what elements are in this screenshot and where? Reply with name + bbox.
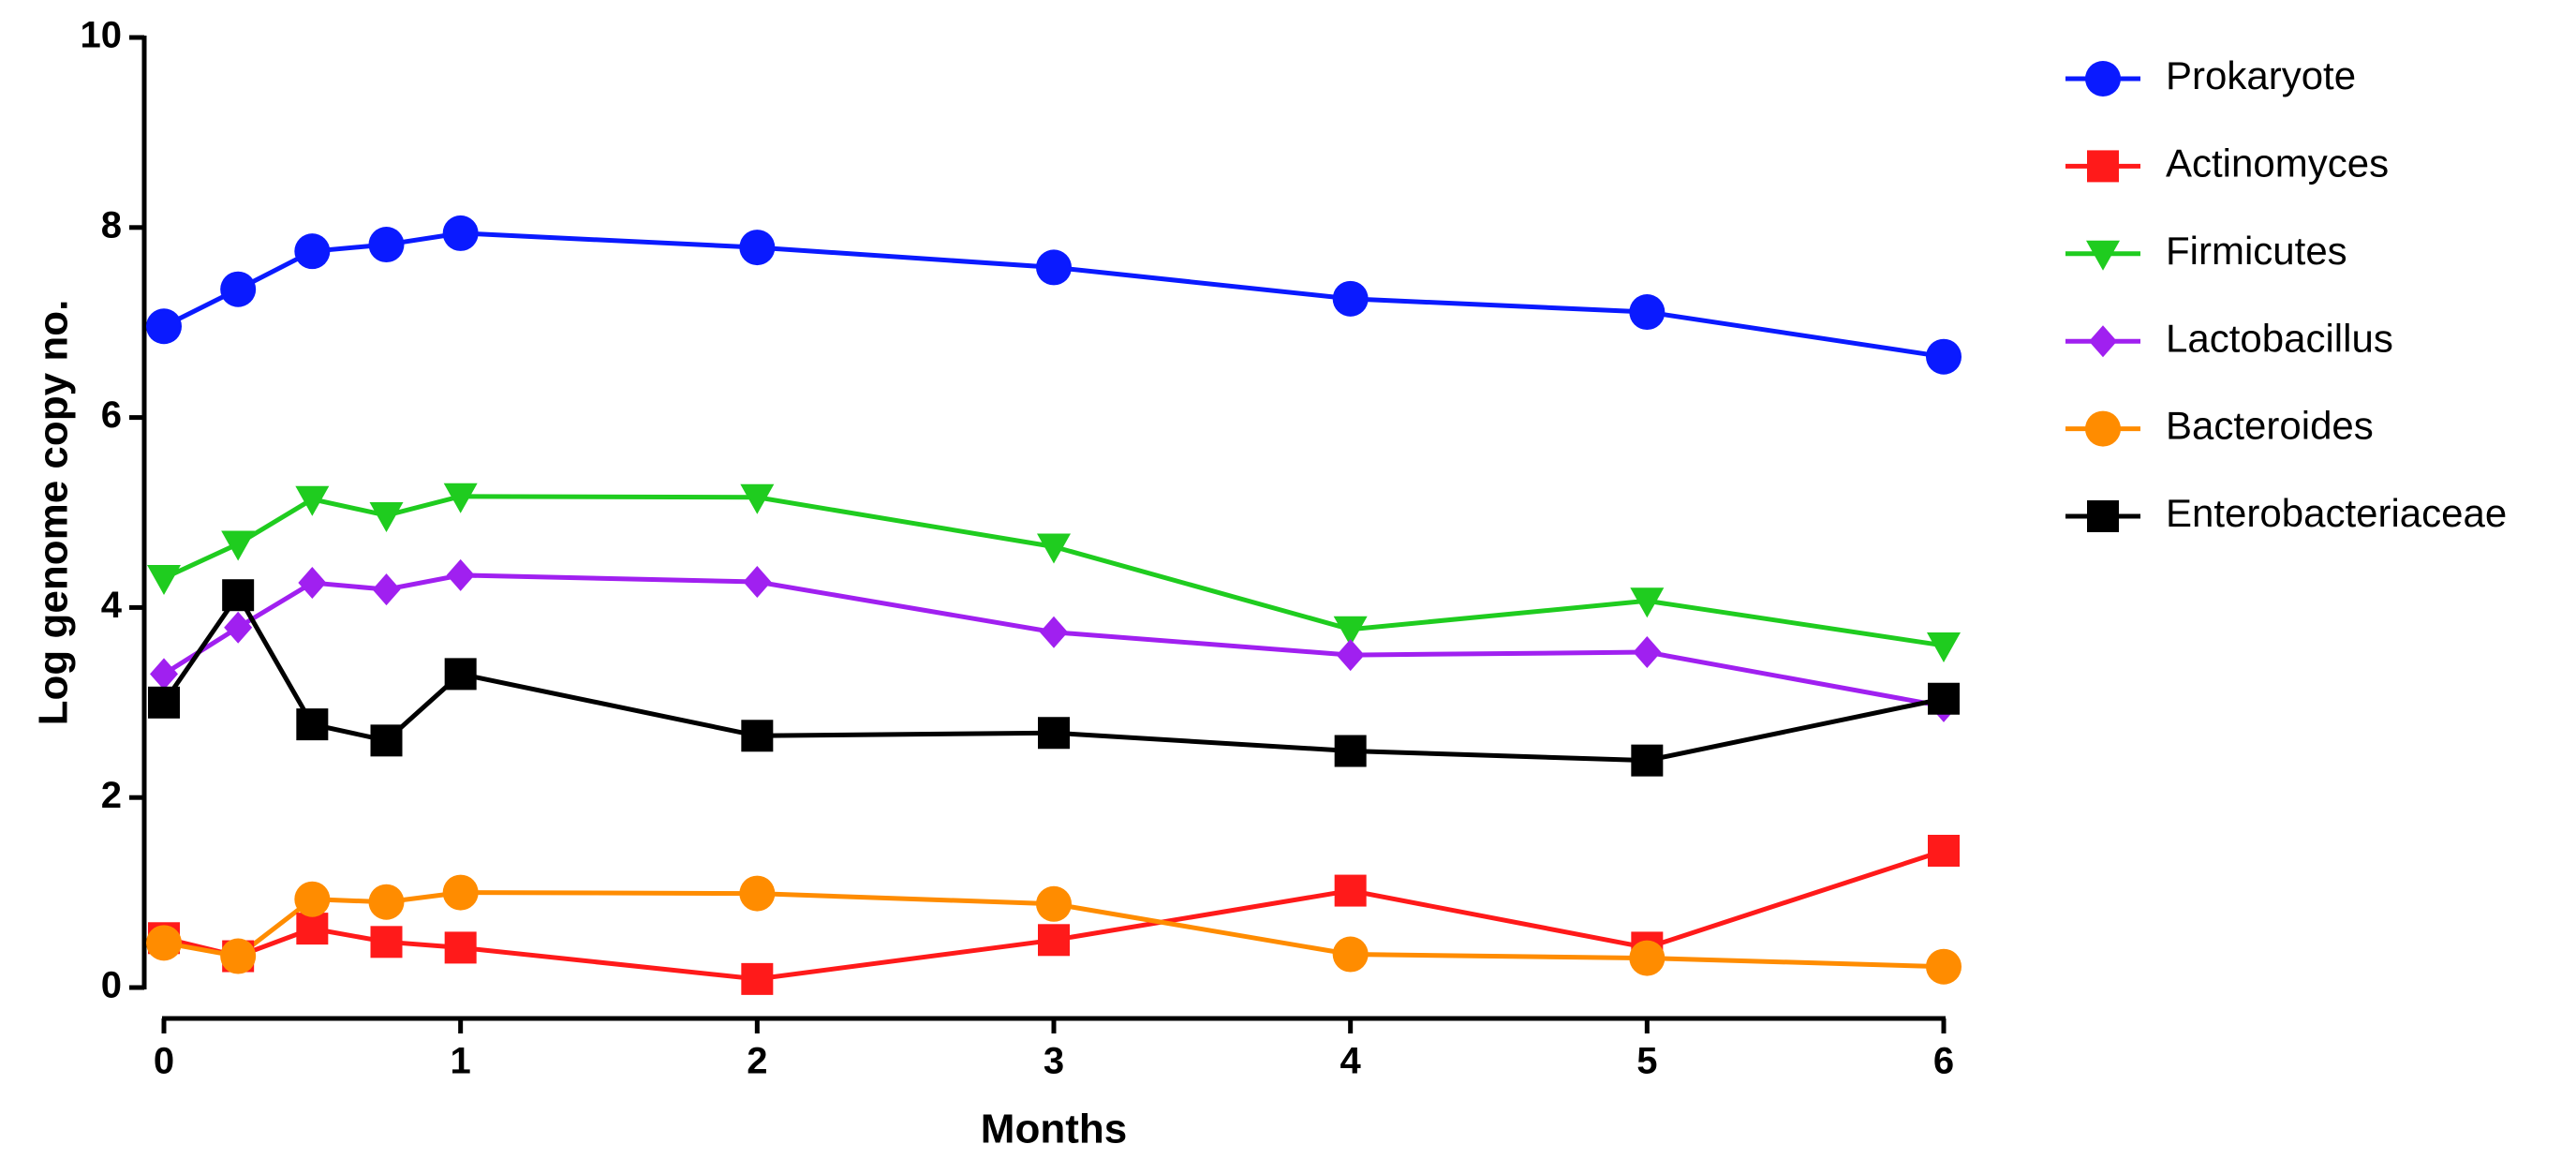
legend-label: Bacteroides bbox=[2166, 404, 2374, 448]
legend-marker bbox=[2087, 500, 2119, 532]
data-point bbox=[369, 502, 404, 533]
data-point bbox=[1926, 338, 1962, 375]
data-point bbox=[740, 483, 775, 514]
data-point bbox=[1926, 948, 1962, 985]
data-point bbox=[1332, 280, 1369, 317]
data-point bbox=[147, 564, 181, 595]
data-point bbox=[1036, 885, 1072, 922]
y-tick-label: 8 bbox=[101, 204, 122, 245]
data-point bbox=[743, 566, 772, 599]
series-line bbox=[163, 890, 1945, 970]
y-tick-label: 2 bbox=[101, 775, 122, 816]
data-point bbox=[1038, 717, 1070, 750]
x-tick-label: 1 bbox=[451, 1041, 471, 1082]
data-point bbox=[368, 227, 405, 263]
data-point bbox=[739, 875, 776, 912]
data-point bbox=[146, 308, 182, 345]
series-line bbox=[162, 494, 1945, 648]
data-point bbox=[296, 708, 329, 741]
legend-marker bbox=[2089, 325, 2117, 358]
data-point bbox=[370, 724, 403, 757]
legend-label: Actinomyces bbox=[2166, 141, 2389, 185]
y-tick-label: 0 bbox=[101, 965, 122, 1006]
data-point bbox=[370, 926, 403, 959]
x-tick-label: 2 bbox=[747, 1041, 767, 1082]
data-point bbox=[372, 573, 401, 606]
data-point bbox=[1333, 616, 1368, 646]
data-point bbox=[294, 881, 331, 917]
data-point bbox=[741, 962, 774, 995]
data-point bbox=[295, 485, 330, 516]
legend-marker bbox=[2085, 61, 2121, 97]
data-point bbox=[1928, 682, 1960, 715]
x-tick-label: 3 bbox=[1044, 1041, 1064, 1082]
data-point bbox=[222, 579, 255, 612]
legend-label: Lactobacillus bbox=[2166, 316, 2393, 360]
data-point bbox=[739, 230, 776, 266]
legend-label: Enterobacteriaceae bbox=[2166, 491, 2507, 535]
data-point bbox=[1633, 636, 1662, 669]
data-point bbox=[220, 938, 257, 974]
y-tick-label: 6 bbox=[101, 394, 122, 436]
x-tick-label: 4 bbox=[1340, 1041, 1362, 1082]
data-point bbox=[150, 658, 178, 691]
legend-marker bbox=[2087, 150, 2119, 183]
series-line bbox=[162, 230, 1945, 360]
data-point bbox=[1332, 936, 1369, 973]
data-point bbox=[221, 530, 256, 561]
data-point bbox=[1630, 587, 1665, 618]
y-axis-label: Log genome copy no. bbox=[31, 300, 77, 726]
legend-label: Firmicutes bbox=[2166, 229, 2347, 273]
legend-marker bbox=[2085, 410, 2121, 447]
x-axis-label: Months bbox=[981, 1107, 1127, 1152]
data-point bbox=[1927, 632, 1961, 662]
data-point bbox=[1038, 924, 1070, 957]
data-point bbox=[368, 884, 405, 920]
data-point bbox=[148, 686, 180, 719]
data-point bbox=[442, 215, 479, 251]
y-tick-label: 10 bbox=[81, 15, 123, 56]
legend-label: Prokaryote bbox=[2166, 53, 2356, 97]
x-tick-label: 6 bbox=[1933, 1041, 1954, 1082]
data-point bbox=[1629, 294, 1666, 331]
data-point bbox=[741, 720, 774, 752]
data-point bbox=[146, 925, 182, 961]
series-line bbox=[161, 590, 1945, 764]
series-line bbox=[162, 572, 1945, 709]
data-point bbox=[1036, 249, 1072, 286]
data-point bbox=[446, 558, 475, 591]
data-point bbox=[294, 233, 331, 270]
data-point bbox=[1336, 639, 1365, 672]
data-point bbox=[1334, 874, 1367, 907]
x-tick-label: 0 bbox=[154, 1041, 174, 1082]
x-tick-label: 5 bbox=[1636, 1041, 1657, 1082]
data-point bbox=[298, 567, 327, 600]
data-point bbox=[1629, 940, 1666, 976]
data-point bbox=[1037, 533, 1071, 564]
data-point bbox=[1928, 834, 1960, 867]
series-line bbox=[163, 848, 1945, 982]
data-point bbox=[1631, 744, 1664, 777]
data-point bbox=[1040, 616, 1068, 648]
data-point bbox=[442, 874, 479, 911]
data-point bbox=[444, 658, 477, 691]
y-tick-label: 4 bbox=[101, 585, 123, 626]
legend-marker bbox=[2086, 240, 2120, 271]
data-point bbox=[443, 483, 478, 513]
data-point bbox=[1334, 735, 1367, 767]
data-point bbox=[296, 913, 329, 945]
data-point bbox=[220, 271, 257, 307]
data-point bbox=[224, 611, 253, 644]
data-point bbox=[444, 931, 477, 964]
